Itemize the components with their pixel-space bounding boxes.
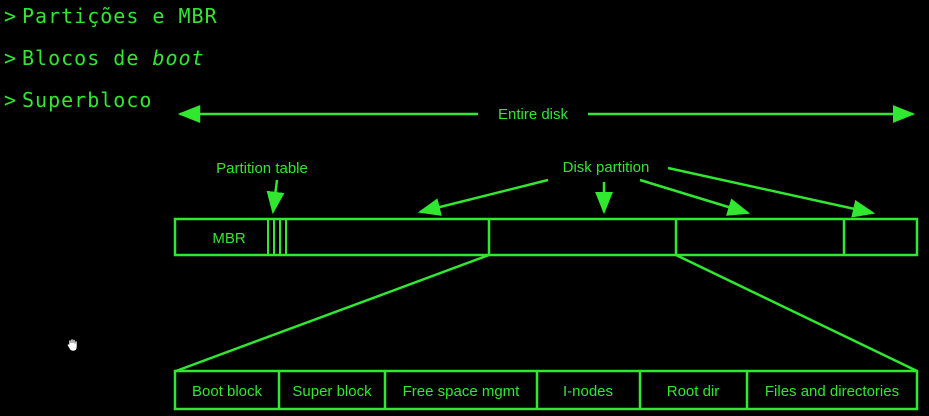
disk-partition-arrow-4: [667, 166, 876, 218]
hand-cursor-icon: [67, 338, 78, 352]
super-block-label: Super block: [292, 383, 372, 400]
chevron-right-icon: >: [4, 4, 18, 28]
root-dir-label: Root dir: [667, 383, 720, 400]
chevron-right-icon: >: [4, 88, 18, 112]
bullet-text: Superbloco: [22, 88, 153, 112]
files-and-directories-label: Files and directories: [765, 383, 899, 400]
bullet-particoes: > Partições e MBR: [4, 4, 218, 28]
chevron-right-icon: >: [4, 46, 18, 70]
disk-partition-label: Disk partition: [563, 159, 650, 176]
entire-disk-label: Entire disk: [498, 106, 569, 123]
bullet-text: Partições e MBR: [22, 4, 218, 28]
bullet-text: Blocos de: [22, 46, 153, 70]
i-nodes-label: I-nodes: [563, 383, 613, 400]
zoom-line-right: [675, 253, 918, 373]
bullet-superbloco: > Superbloco: [4, 88, 152, 112]
partition-layout-bar: [173, 369, 919, 411]
partition-table-label: Partition table: [216, 160, 308, 177]
bullet-blocos-boot: > Blocos de boot: [4, 46, 205, 70]
bullet-emphasis: boot: [152, 46, 205, 70]
free-space-mgmt-label: Free space mgmt: [403, 383, 521, 400]
disk-partition-arrow-1: [417, 178, 549, 216]
mbr-label: MBR: [212, 230, 246, 247]
zoom-line-left: [175, 253, 490, 373]
partition-table-arrow: [266, 179, 285, 215]
disk-partition-arrow-3: [639, 178, 751, 216]
boot-block-label: Boot block: [192, 383, 263, 400]
disk-bar: [173, 217, 919, 257]
